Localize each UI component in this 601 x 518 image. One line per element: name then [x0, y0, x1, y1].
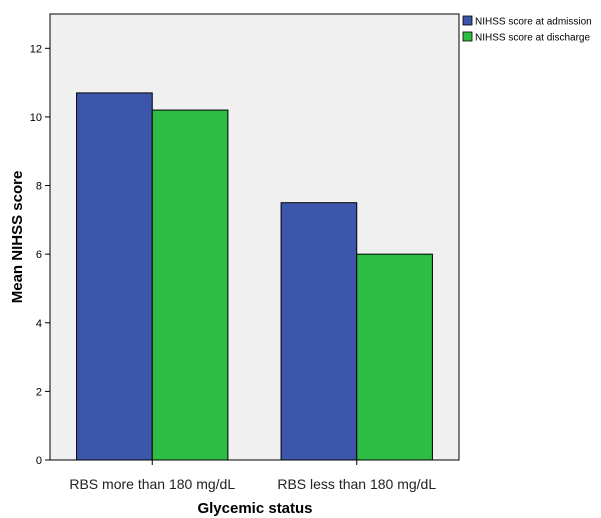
x-axis-labels: RBS more than 180 mg/dL RBS less than 180…	[69, 460, 436, 492]
legend-label: NIHSS score at admission	[475, 17, 592, 28]
y-tick-label: 12	[30, 43, 42, 55]
bars	[76, 92, 433, 461]
legend-swatch	[462, 31, 473, 42]
y-axis-title: Mean NIHSS score	[9, 171, 26, 304]
y-tick-label: 4	[36, 318, 42, 330]
legend-label: NIHSS score at discharge	[475, 33, 590, 44]
legend: NIHSS score at admission NIHSS score at d…	[462, 15, 592, 44]
y-tick-label: 6	[36, 249, 42, 261]
bar-discharge-0	[151, 109, 229, 461]
x-tick-label: RBS more than 180 mg/dL	[69, 476, 235, 492]
y-axis: 0 2 4 6 8 10 12	[30, 43, 50, 467]
y-tick-label: 0	[36, 455, 42, 467]
bar-discharge-1	[356, 253, 433, 461]
bar-admission-1	[280, 202, 358, 461]
bar-admission-0	[76, 92, 153, 461]
x-axis-title: Glycemic status	[197, 500, 312, 517]
y-tick-label: 10	[30, 112, 42, 124]
y-tick-label: 2	[36, 386, 42, 398]
x-tick-label: RBS less than 180 mg/dL	[277, 476, 436, 492]
y-tick-label: 8	[36, 181, 42, 193]
legend-swatch	[462, 15, 473, 26]
